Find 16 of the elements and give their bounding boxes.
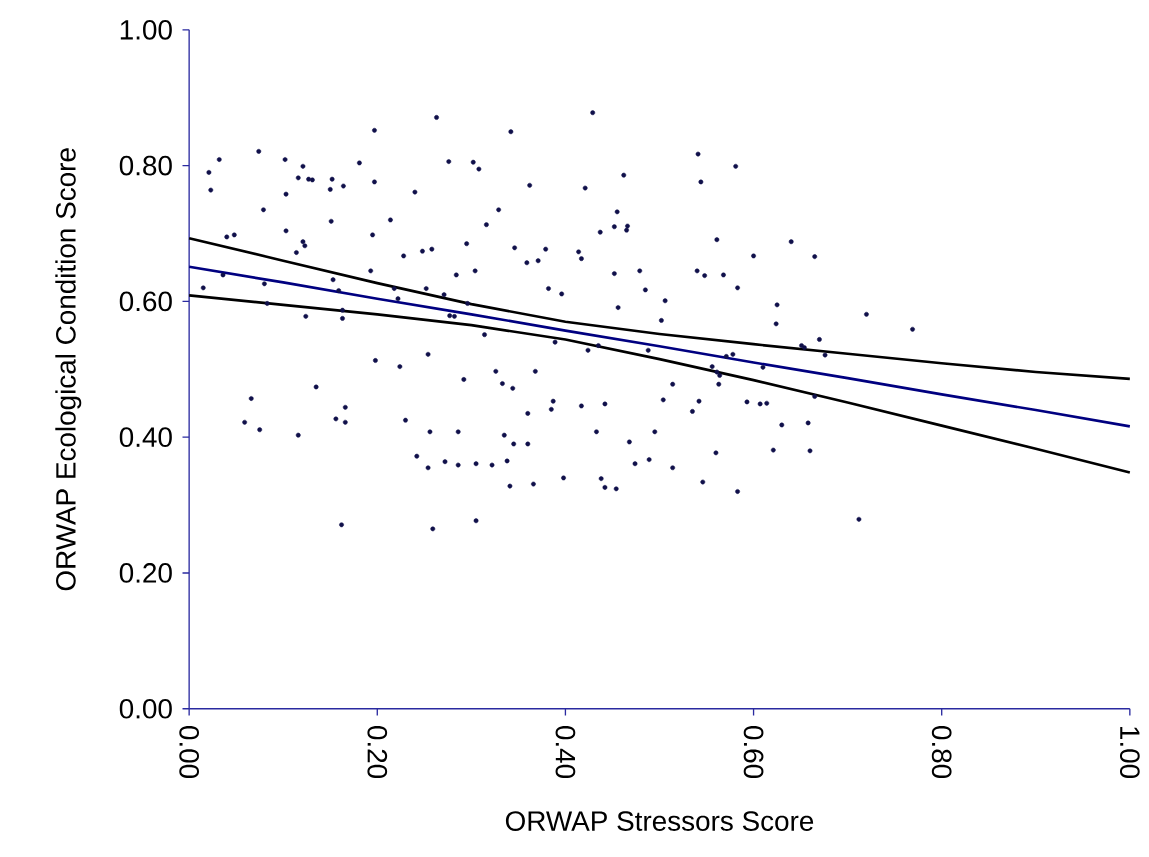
y-tick-label: 0.60 xyxy=(119,291,172,312)
x-tick-label: 0.80 xyxy=(931,726,952,779)
line-series xyxy=(187,265,1132,428)
line-series xyxy=(187,293,1132,474)
x-axis-title: ORWAP Stressors Score xyxy=(505,811,814,831)
y-tick-label: 0.40 xyxy=(119,427,172,448)
x-tick-label: 1.00 xyxy=(1119,727,1140,779)
y-tick-label: 0.00 xyxy=(119,698,172,719)
line-series xyxy=(187,236,1132,381)
y-axis-title: ORWAP Ecological Condition Score xyxy=(55,148,82,591)
x-tick-label: 0.60 xyxy=(743,726,764,779)
y-tick-label: 1.00 xyxy=(120,19,172,40)
x-tick-label: 0.40 xyxy=(555,726,576,779)
x-tick-label: 0.20 xyxy=(367,726,388,779)
y-tick-label: 0.80 xyxy=(119,155,172,176)
y-tick-label: 0.20 xyxy=(119,563,172,583)
